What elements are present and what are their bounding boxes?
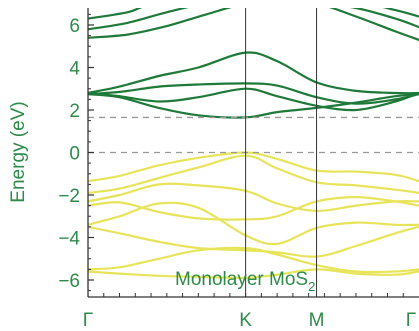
- plot-axes: [87, 8, 419, 298]
- conduction-band-4: [88, 8, 419, 41]
- x-tick-label: Γ: [83, 310, 93, 331]
- valence-band-9: [88, 182, 419, 213]
- band-lines: [88, 8, 419, 280]
- conduction-band-0: [88, 93, 419, 119]
- conduction-band-6: [88, 8, 419, 20]
- material-annotation: Monolayer MoS2: [175, 269, 315, 294]
- valence-band-12: [88, 225, 419, 258]
- valence-band-11: [88, 201, 419, 246]
- y-tick-label: −2: [58, 186, 80, 207]
- conduction-band-5: [88, 8, 419, 31]
- y-tick-label: 6: [69, 16, 80, 37]
- reference-lines: [88, 116, 419, 154]
- x-tick-label: Γ: [406, 310, 416, 331]
- valence-band-14: [88, 268, 419, 280]
- valence-band-13: [88, 246, 419, 274]
- y-tick-label: 2: [69, 101, 80, 122]
- annotation-subscript: 2: [308, 279, 315, 294]
- valence-band-10: [88, 196, 419, 221]
- x-tick-label: K: [239, 310, 252, 331]
- conduction-band-1: [88, 87, 419, 112]
- y-axis-ticks: −6 −4 −2 0 2 4 6: [58, 13, 94, 292]
- y-tick-label: −4: [58, 229, 80, 250]
- annotation-main-text: Monolayer MoS: [175, 269, 308, 290]
- y-tick-label: 4: [69, 59, 80, 80]
- valence-band-8: [88, 154, 419, 194]
- conduction-band-2: [88, 82, 419, 105]
- x-tick-label: M: [309, 310, 325, 331]
- y-axis-label: Energy (eV): [8, 101, 29, 202]
- y-tick-label: 0: [69, 144, 80, 165]
- conduction-band-3: [88, 51, 419, 95]
- valence-band-7: [88, 151, 419, 183]
- y-tick-label: −6: [58, 271, 80, 292]
